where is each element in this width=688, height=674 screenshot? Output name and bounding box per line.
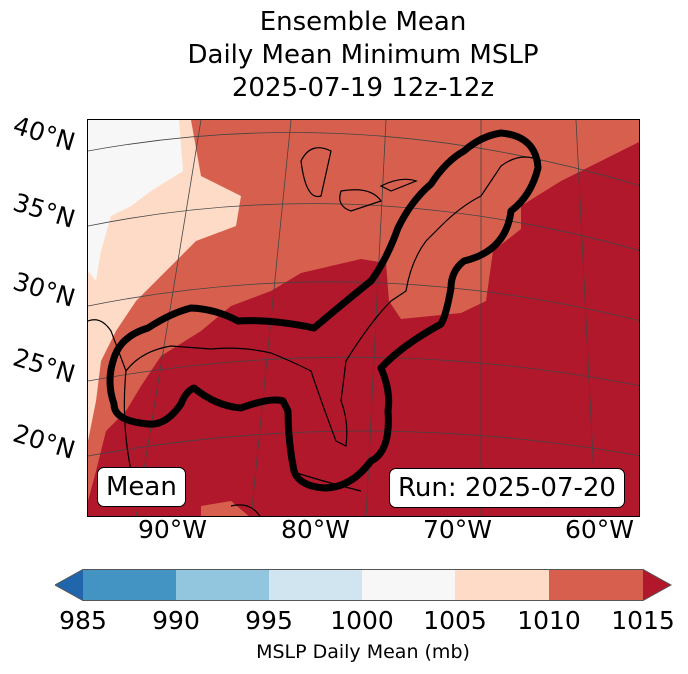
lat-label-20: 20°N — [9, 418, 79, 465]
colorbar-tick-1005: 1005 — [423, 606, 487, 635]
lon-label-80: 80°W — [281, 515, 351, 544]
colorbar-1000-1005 — [362, 569, 455, 601]
title-line-2: Daily Mean Minimum MSLP — [187, 40, 539, 70]
lon-label-70: 70°W — [423, 515, 493, 544]
lat-label-30: 30°N — [9, 266, 79, 313]
field-1015 — [88, 142, 639, 516]
field-1000 — [88, 120, 183, 281]
colorbar-tick-985: 985 — [59, 606, 107, 635]
ensemble-contour — [106, 129, 542, 492]
colorbar-tick-1000: 1000 — [330, 606, 394, 635]
mean-label-box: Mean — [97, 467, 186, 507]
field-1010-patch — [201, 501, 249, 516]
colorbar-1010-1015 — [549, 569, 643, 601]
lat-label-25: 25°N — [9, 342, 79, 389]
lon-label-60: 60°W — [565, 515, 635, 544]
title-line-1: Ensemble Mean — [259, 7, 467, 37]
colorbar-outline — [55, 569, 672, 601]
colorbar-over-triangle — [643, 569, 671, 601]
colorbar-1005-1010 — [455, 569, 549, 601]
colorbar-990-995 — [176, 569, 269, 601]
colorbar-995-1000 — [269, 569, 362, 601]
colorbar-under-triangle — [55, 569, 83, 601]
colorbar-tick-990: 990 — [152, 606, 200, 635]
colorbar — [55, 569, 672, 601]
map-panel — [87, 119, 640, 517]
colorbar-tick-1010: 1010 — [517, 606, 581, 635]
lat-label-40: 40°N — [9, 110, 79, 157]
mslp-map — [88, 120, 639, 516]
title-line-3: 2025-07-19 12z-12z — [231, 73, 495, 103]
lon-label-90: 90°W — [138, 515, 208, 544]
colorbar-label: MSLP Daily Mean (mb) — [256, 641, 470, 663]
colorbar-985-990 — [83, 569, 176, 601]
lat-label-35: 35°N — [9, 187, 79, 234]
run-date-box: Run: 2025-07-20 — [389, 468, 625, 508]
colorbar-tick-1015: 1015 — [611, 606, 675, 635]
colorbar-tick-995: 995 — [245, 606, 293, 635]
